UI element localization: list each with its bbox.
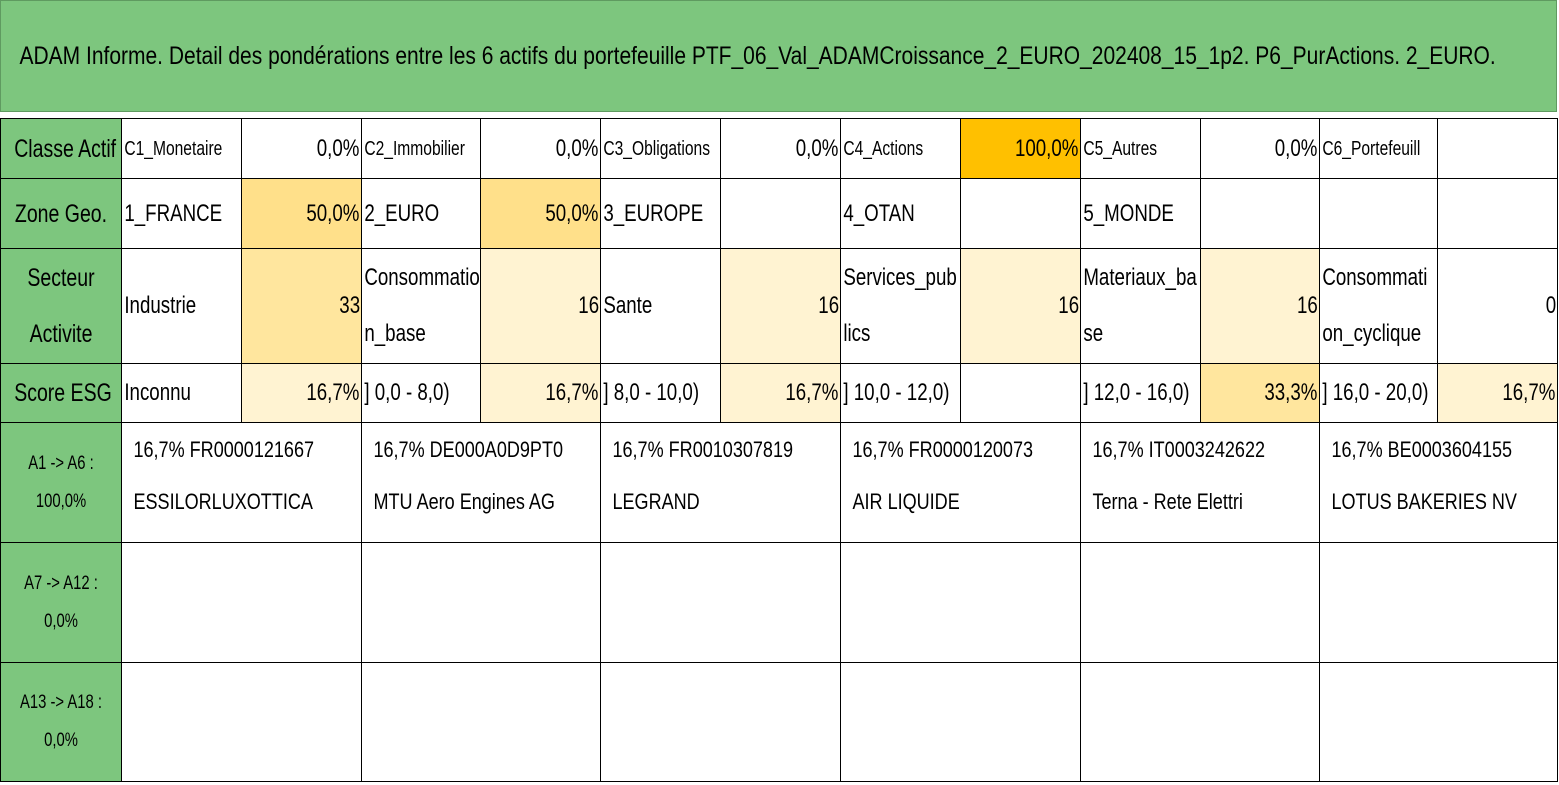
cell-weight[interactable]: 100,0%	[960, 118, 1081, 179]
asset-card-empty[interactable]	[361, 542, 601, 663]
cell-weight[interactable]: 16,7%	[1200, 248, 1320, 364]
row-classe-actif: Classe Actif C1_Monetaire 0,0% C2_Immobi…	[0, 118, 1558, 179]
cell-name[interactable]: 1_FRANCE	[121, 178, 242, 249]
cell-weight[interactable]: 33,3%	[1200, 363, 1320, 423]
cell-weight[interactable]: 50,0%	[241, 178, 362, 249]
row-assets-a7-a12: A7 -> A12 : 0,0%	[0, 542, 1558, 663]
asset-card-empty[interactable]	[1080, 662, 1320, 782]
cell-name[interactable]: ] 12,0 - 16,0)	[1080, 363, 1201, 423]
asset-weight-isin: 16,7% BE0003604155	[1331, 437, 1513, 462]
asset-card-empty[interactable]	[600, 662, 841, 782]
cell-name[interactable]: 3_EUROPE	[600, 178, 721, 249]
cell-name[interactable]: Consommation_cyclique	[1319, 248, 1438, 364]
cell-weight[interactable]	[1200, 178, 1320, 249]
cell-weight[interactable]: 16,7%	[480, 248, 601, 364]
group-header-a7-a12: A7 -> A12 : 0,0%	[0, 542, 122, 663]
cell-name[interactable]: 2_EURO	[361, 178, 481, 249]
cell-name[interactable]: ] 8,0 - 10,0)	[600, 363, 721, 423]
cell-weight[interactable]: 16,7%	[720, 363, 841, 423]
asset-weight-isin: 16,7% FR0000121667	[133, 437, 315, 462]
asset-card[interactable]: 16,7% FR0000120073 AIR LIQUIDE	[840, 422, 1081, 543]
cell-name[interactable]: 4_OTAN	[840, 178, 961, 249]
asset-weight-isin: 16,7% DE000A0D9PT0	[373, 437, 564, 462]
asset-card-empty[interactable]	[840, 542, 1081, 663]
row-header-zone: Zone Geo.	[0, 178, 122, 249]
asset-weight-isin: 16,7% FR0010307819	[612, 437, 794, 462]
cell-name[interactable]: Services_publics	[840, 248, 961, 364]
asset-weight-isin: 16,7% FR0000120073	[852, 437, 1034, 462]
asset-card-empty[interactable]	[1319, 662, 1558, 782]
asset-card[interactable]: 16,7% FR0010307819 LEGRAND	[600, 422, 841, 543]
cell-weight[interactable]: 16,7%	[960, 248, 1081, 364]
cell-name[interactable]: C5_Autres	[1080, 118, 1201, 179]
cell-weight[interactable]: 0,0%	[720, 118, 841, 179]
cell-name[interactable]: 5_MONDE	[1080, 178, 1201, 249]
cell-name[interactable]: C3_Obligations	[600, 118, 721, 179]
asset-name: AIR LIQUIDE	[852, 489, 960, 514]
cell-name[interactable]: C2_Immobilier	[361, 118, 481, 179]
cell-name[interactable]: Materiaux_base	[1080, 248, 1201, 364]
cell-name[interactable]: ] 0,0 - 8,0)	[361, 363, 481, 423]
row-header-esg: Score ESG	[0, 363, 122, 423]
cell-weight[interactable]: 16,7%	[480, 363, 601, 423]
cell-name[interactable]: ] 10,0 - 12,0)	[840, 363, 961, 423]
asset-card[interactable]: 16,7% DE000A0D9PT0 MTU Aero Engines AG	[361, 422, 601, 543]
cell-weight[interactable]	[1437, 178, 1558, 249]
cell-name[interactable]: ] 16,0 - 20,0)	[1319, 363, 1438, 423]
asset-name: ESSILORLUXOTTICA	[133, 489, 313, 514]
cell-weight[interactable]: 16,7%	[241, 363, 362, 423]
cell-weight[interactable]	[960, 178, 1081, 249]
asset-card-empty[interactable]	[121, 542, 362, 663]
weights-table: Classe Actif C1_Monetaire 0,0% C2_Immobi…	[0, 118, 1558, 782]
asset-card-empty[interactable]	[121, 662, 362, 782]
report-title-bar: ADAM Informe. Detail des pondérations en…	[0, 0, 1557, 112]
cell-name[interactable]: Inconnu	[121, 363, 242, 423]
cell-weight[interactable]: 0,0%	[1437, 248, 1558, 364]
cell-name[interactable]: Consommation_base	[361, 248, 481, 364]
row-score-esg: Score ESG Inconnu 16,7% ] 0,0 - 8,0) 16,…	[0, 363, 1558, 423]
row-assets-a13-a18: A13 -> A18 : 0,0%	[0, 662, 1558, 782]
cell-weight[interactable]: 0,0%	[1200, 118, 1320, 179]
group-header-a1-a6: A1 -> A6 : 100,0%	[0, 422, 122, 543]
row-assets-a1-a6: A1 -> A6 : 100,0% 16,7% FR0000121667 ESSI…	[0, 422, 1558, 543]
cell-name[interactable]: Sante	[600, 248, 721, 364]
asset-name: LOTUS BAKERIES NV	[1331, 489, 1517, 514]
cell-weight[interactable]	[960, 363, 1081, 423]
asset-name: MTU Aero Engines AG	[373, 489, 555, 514]
cell-name[interactable]: C1_Monetaire	[121, 118, 242, 179]
row-secteur-activite: Secteur Activite Industrie 33,3% Consomm…	[0, 248, 1558, 364]
cell-weight[interactable]: 0,0%	[241, 118, 362, 179]
asset-card-empty[interactable]	[1319, 542, 1558, 663]
report-title: ADAM Informe. Detail des pondérations en…	[19, 41, 1496, 70]
cell-weight[interactable]	[1437, 118, 1558, 179]
asset-weight-isin: 16,7% IT0003242622	[1092, 437, 1266, 462]
asset-card-empty[interactable]	[840, 662, 1081, 782]
group-header-a13-a18: A13 -> A18 : 0,0%	[0, 662, 122, 782]
asset-card[interactable]: 16,7% BE0003604155 LOTUS BAKERIES NV	[1319, 422, 1558, 543]
cell-name[interactable]	[1319, 178, 1438, 249]
asset-name: Terna - Rete Elettri	[1092, 489, 1243, 514]
asset-card-empty[interactable]	[1080, 542, 1320, 663]
cell-weight[interactable]	[720, 178, 841, 249]
cell-weight[interactable]: 0,0%	[480, 118, 601, 179]
asset-card[interactable]: 16,7% FR0000121667 ESSILORLUXOTTICA	[121, 422, 362, 543]
asset-card[interactable]: 16,7% IT0003242622 Terna - Rete Elettri	[1080, 422, 1320, 543]
asset-card-empty[interactable]	[600, 542, 841, 663]
cell-weight[interactable]: 16,7%	[1437, 363, 1558, 423]
row-zone-geo: Zone Geo. 1_FRANCE 50,0% 2_EURO 50,0% 3_…	[0, 178, 1558, 249]
row-header-classe: Classe Actif	[0, 118, 122, 179]
cell-name[interactable]: Industrie	[121, 248, 242, 364]
cell-name[interactable]: C4_Actions	[840, 118, 961, 179]
cell-name[interactable]: C6_Portefeuill	[1319, 118, 1438, 179]
cell-weight[interactable]: 16,7%	[720, 248, 841, 364]
asset-card-empty[interactable]	[361, 662, 601, 782]
asset-name: LEGRAND	[612, 489, 700, 514]
cell-weight[interactable]: 50,0%	[480, 178, 601, 249]
cell-weight[interactable]: 33,3%	[241, 248, 362, 364]
row-header-secteur: Secteur Activite	[0, 248, 122, 364]
